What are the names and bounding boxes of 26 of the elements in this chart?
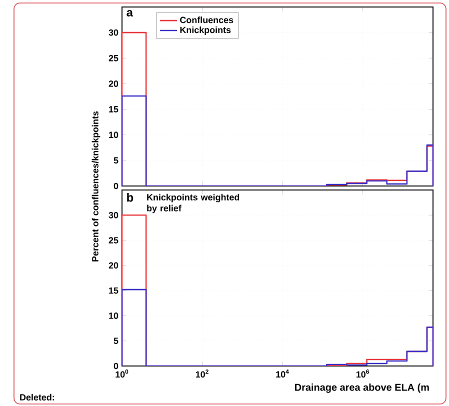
- y-axis-title: Percent of confluences/knickpoints: [92, 111, 100, 262]
- y-tick-label: 0: [114, 182, 118, 190]
- y-tick-label: 0: [114, 362, 118, 370]
- y-tick-label: 10: [109, 312, 118, 319]
- y-tick-label: 15: [109, 106, 118, 112]
- y-tick-label: 5: [114, 338, 118, 344]
- x-tick-label: 10$^{0}$: [116, 370, 128, 378]
- y-tick-label: 5: [114, 157, 118, 164]
- x-tick-label: 10$^{4}$: [276, 370, 289, 378]
- text: Deleted:: [20, 394, 54, 400]
- y-tick-label: 25: [108, 237, 118, 244]
- chart-title: a: [126, 10, 134, 17]
- y-tick-label: 20: [108, 262, 118, 269]
- y-tick-label: 30: [108, 29, 118, 36]
- y-tick-label: 15: [109, 287, 118, 294]
- y-tick-label: 10: [109, 132, 118, 138]
- x-axis-title: Drainage area above ELA (m: [295, 384, 429, 393]
- x-tick-label: 10$^{2}$: [196, 370, 208, 378]
- x-tick-label: 10$^{6}$: [356, 370, 369, 378]
- y-tick-label: 20: [108, 80, 118, 87]
- legend-label: Confluences: [180, 16, 234, 24]
- y-tick-label: 25: [108, 54, 118, 62]
- y-tick-label: 30: [108, 212, 118, 218]
- annotation: Knickpoints weighted by relief: [147, 194, 240, 214]
- chart-title: b: [127, 192, 134, 202]
- legend-label: Knickpoints: [180, 26, 231, 35]
